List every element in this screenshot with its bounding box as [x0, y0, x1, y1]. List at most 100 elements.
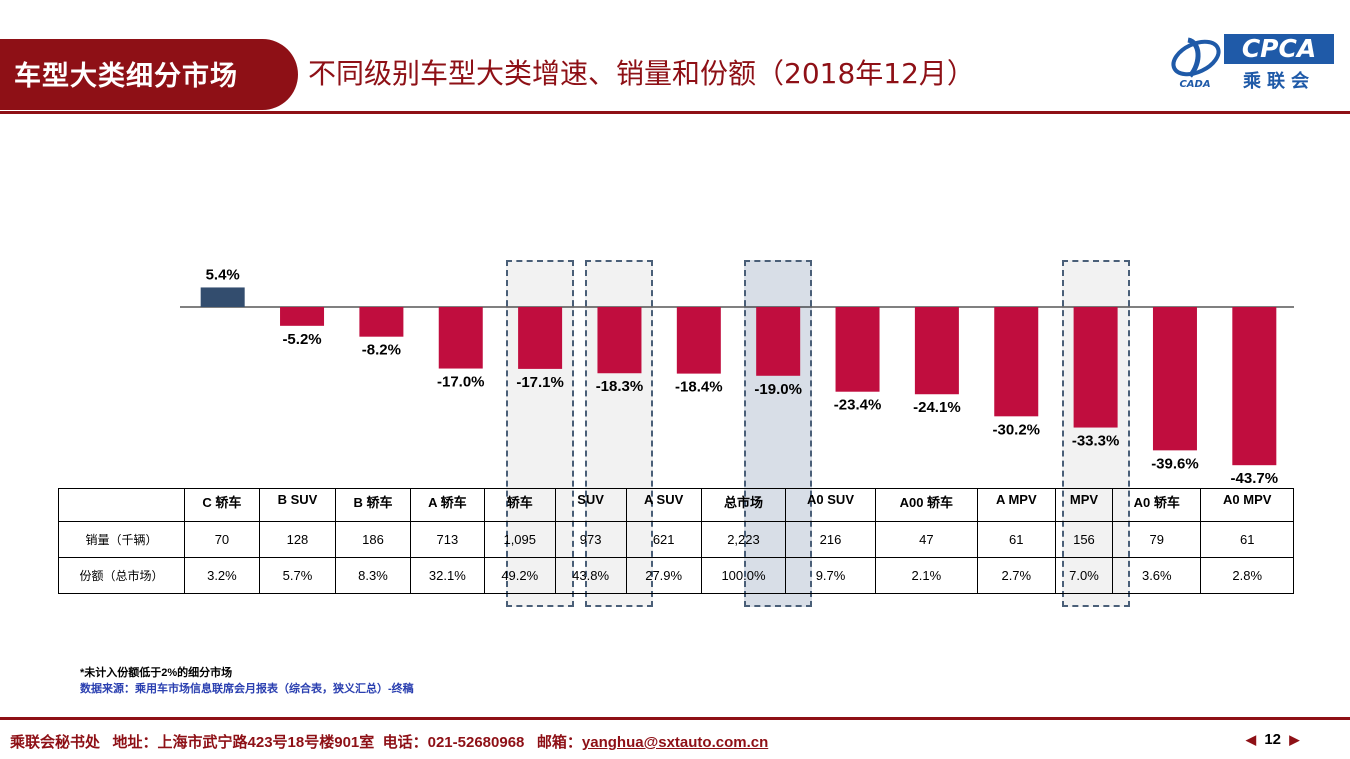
table-cell: 3.2%	[184, 557, 260, 594]
data-table: C 轿车 B SUV B 轿车 A 轿车 轿车 SUV A SUV 总市场 A0 SUV A00 …	[58, 488, 1294, 594]
next-page-icon[interactable]: ▶	[1289, 732, 1300, 747]
table-cell: 216	[785, 521, 876, 558]
column-header: B SUV	[258, 488, 337, 522]
table-cell: 3.6%	[1112, 557, 1202, 594]
header-divider	[0, 111, 1350, 114]
bar	[597, 307, 642, 374]
bar	[518, 307, 563, 369]
column-header: C 轿车	[184, 488, 260, 522]
bar	[1232, 307, 1277, 466]
bar	[1152, 307, 1197, 451]
table-cell: 2.8%	[1200, 557, 1294, 594]
table-row-sales: 销量（千辆） 70 128 186 713 1,095 973 621 2,223 216 47 6…	[58, 521, 1294, 558]
table-cell: 621	[625, 521, 702, 558]
bar	[359, 307, 404, 337]
table-cell: 713	[409, 521, 485, 558]
table-header-row: C 轿车 B SUV B 轿车 A 轿车 轿车 SUV A SUV 总市场 A0 SUV A00 …	[58, 488, 1294, 522]
table-cell: 5.7%	[258, 557, 337, 594]
footer-email-link[interactable]: yanghua@sxtauto.com.cn	[581, 734, 769, 751]
table-cell: 47	[874, 521, 978, 558]
page-number: 12	[1264, 731, 1282, 748]
data-label: -5.2%	[282, 331, 321, 348]
value-labels-group: 5.4% -5.2% -8.2% -17.0% -17.1% -18.3% -18.4% -1…	[206, 266, 1279, 487]
table-row-share: 份额（总市场） 3.2% 5.7% 8.3% 32.1% 49.2% 43.8% 27.9%…	[58, 557, 1294, 594]
table-cell: 1,095	[483, 521, 556, 558]
table-cell: 79	[1112, 521, 1202, 558]
page-title: 不同级别车型大类增速、销量和份额（2018年12月）	[308, 57, 975, 90]
column-header: A0 SUV	[785, 488, 876, 522]
footnote: *未计入份额低于2%的细分市场	[80, 667, 233, 679]
data-label: -23.4%	[834, 397, 882, 414]
data-label: -30.2%	[992, 421, 1040, 438]
data-label: 5.4%	[206, 266, 240, 283]
table-cell: 2.7%	[976, 557, 1056, 594]
table-cell: 43.8%	[554, 557, 627, 594]
table-cell: 61	[1200, 521, 1294, 558]
column-header: 轿车	[483, 488, 556, 522]
section-tab	[0, 39, 298, 110]
data-label: -19.0%	[754, 381, 802, 398]
data-label: -24.1%	[913, 399, 961, 416]
column-header: A 轿车	[409, 488, 485, 522]
table-cell: 973	[554, 521, 627, 558]
data-label: -39.6%	[1151, 455, 1199, 472]
table-cell: 32.1%	[409, 557, 485, 594]
logo-text: CPCA	[1224, 34, 1334, 64]
bar	[1073, 307, 1118, 428]
cada-logo-icon: CADA	[1171, 37, 1221, 90]
data-label: -18.4%	[675, 379, 723, 396]
table-cell: 2,223	[700, 521, 787, 558]
pager: ◀ 12 ▶	[1246, 731, 1299, 748]
column-header: A MPV	[976, 488, 1056, 522]
footer-contact: 乘联会秘书处 地址：上海市武宁路423号18号楼901室 电话：021-5268…	[10, 731, 768, 752]
prev-page-icon[interactable]: ◀	[1246, 732, 1256, 747]
footer-email-label: 邮箱：	[536, 734, 582, 751]
table-cell: 156	[1054, 521, 1114, 558]
bar	[280, 307, 325, 326]
table-cell: 49.2%	[483, 557, 556, 594]
column-header: A00 轿车	[874, 488, 978, 522]
footer-org: 乘联会秘书处	[10, 734, 101, 751]
bar	[438, 307, 483, 369]
bar	[200, 287, 245, 307]
bar	[835, 307, 880, 392]
footer-divider	[0, 717, 1350, 720]
table-cell: 128	[258, 521, 337, 558]
data-label: -17.0%	[437, 374, 485, 391]
footer-address: 地址：上海市武宁路423号18号楼901室	[112, 734, 375, 751]
table-cell: 8.3%	[335, 557, 411, 594]
table-corner-cell	[58, 488, 185, 522]
column-header: SUV	[554, 488, 627, 522]
data-source-note: 数据来源：乘用车市场信息联席会月报表（综合表，狭义汇总）-终稿	[80, 683, 414, 695]
bars-group	[200, 287, 1277, 466]
data-label: -8.2%	[362, 342, 401, 359]
data-label: -17.1%	[516, 374, 564, 391]
table-cell: 186	[335, 521, 411, 558]
data-label: -33.3%	[1072, 433, 1120, 450]
footer-phone: 电话：021-52680968	[382, 734, 525, 751]
column-header: A SUV	[625, 488, 702, 522]
column-header: A0 MPV	[1200, 488, 1294, 522]
cpca-logo: CADA CPCA 乘联会	[1166, 32, 1338, 92]
column-header: 总市场	[700, 488, 787, 522]
bar	[676, 307, 721, 374]
logo-subtext: 乘联会	[1243, 71, 1315, 92]
row-label: 销量（千辆）	[58, 521, 185, 558]
column-header: MPV	[1054, 488, 1114, 522]
table-cell: 2.1%	[874, 557, 978, 594]
table-cell: 9.7%	[785, 557, 876, 594]
column-header: B 轿车	[335, 488, 411, 522]
table-cell: 70	[184, 521, 260, 558]
section-label: 车型大类细分市场	[14, 61, 238, 92]
table-cell: 7.0%	[1054, 557, 1114, 594]
data-label: -18.3%	[596, 378, 644, 395]
data-label: -43.7%	[1231, 470, 1279, 487]
logo-mark-text: CADA	[1179, 79, 1210, 90]
row-label: 份额（总市场）	[58, 557, 185, 594]
bar	[914, 307, 959, 395]
bar	[994, 307, 1039, 417]
growth-bar-chart: 5.4% -5.2% -8.2% -17.0% -17.1% -18.3% -18.4% -1…	[180, 266, 1294, 487]
bar	[756, 307, 801, 376]
table-cell: 61	[976, 521, 1056, 558]
table-cell: 100.0%	[700, 557, 787, 594]
